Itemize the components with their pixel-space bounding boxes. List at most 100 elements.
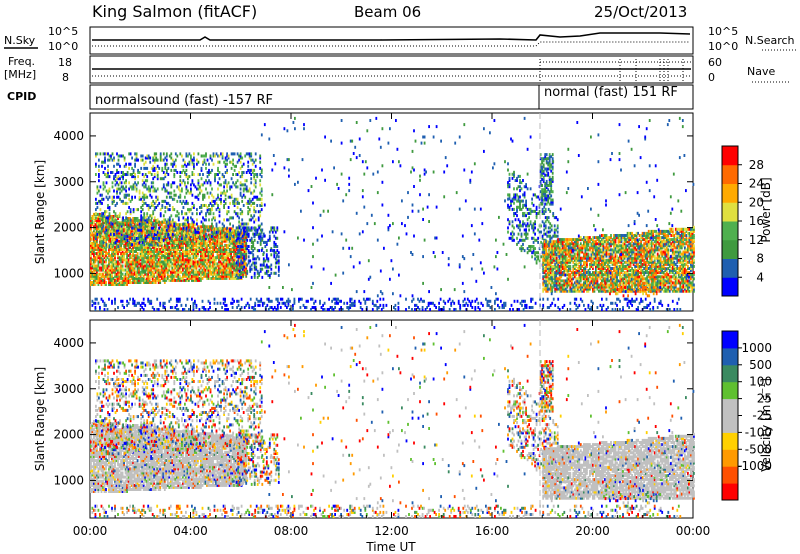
power-mark	[231, 231, 234, 235]
power-mark	[312, 281, 314, 285]
power-mark	[172, 262, 175, 266]
power-mark	[240, 241, 243, 245]
power-mark	[181, 154, 183, 158]
power-mark	[129, 152, 132, 156]
power-mark	[204, 270, 207, 274]
power-mark	[118, 262, 121, 266]
power-mark	[192, 252, 195, 256]
power-mark	[288, 263, 290, 267]
power-mark	[172, 231, 175, 235]
power-mark	[141, 235, 144, 239]
power-mark	[171, 229, 174, 233]
power-mark	[352, 265, 355, 269]
power-mark	[108, 274, 110, 278]
power-mark	[196, 218, 198, 222]
power-mark	[250, 181, 253, 185]
power-mark	[209, 181, 212, 185]
power-mark	[102, 181, 105, 185]
power-mark	[371, 299, 374, 303]
power-mark	[157, 250, 160, 253]
power-mark	[159, 301, 162, 305]
power-mark	[199, 173, 201, 176]
power-mark	[157, 245, 160, 249]
power-mark	[192, 268, 195, 272]
power-mark	[201, 254, 204, 258]
power-mark	[245, 274, 248, 278]
power-mark	[103, 217, 106, 220]
power-mark	[90, 248, 92, 251]
power-mark	[124, 262, 127, 266]
power-mark	[203, 274, 205, 278]
power-mark	[107, 220, 109, 224]
power-mark	[222, 237, 225, 241]
power-mark	[176, 241, 179, 245]
power-mark	[91, 223, 94, 227]
power-mark	[111, 225, 113, 229]
power-mark	[100, 274, 103, 278]
power-mark	[198, 250, 201, 253]
power-mark	[135, 245, 137, 249]
power-mark	[117, 276, 119, 280]
power-mark	[218, 234, 221, 238]
power-mark	[177, 258, 180, 262]
power-mark	[105, 274, 107, 278]
power-mark	[168, 208, 171, 212]
freq-label-2: [MHz]	[4, 68, 36, 81]
power-mark	[103, 219, 106, 223]
power-mark	[161, 204, 164, 207]
power-mark	[111, 270, 113, 274]
power-mark	[106, 272, 109, 276]
power-mark	[410, 170, 412, 174]
power-mark	[165, 266, 168, 270]
power-mark	[340, 119, 343, 122]
power-mark	[182, 260, 184, 264]
power-mark	[102, 250, 104, 253]
power-mark	[145, 262, 148, 266]
power-mark	[227, 256, 229, 260]
power-mark	[102, 229, 104, 233]
power-mark	[245, 185, 248, 189]
power-mark	[192, 223, 195, 227]
power-mark	[200, 266, 202, 270]
power-mark	[93, 237, 95, 241]
power-mark	[148, 256, 151, 260]
power-mark	[174, 266, 177, 270]
power-mark	[121, 272, 124, 276]
power-mark	[153, 219, 156, 223]
power-mark	[160, 254, 163, 258]
power-mark	[619, 299, 621, 303]
power-mark	[107, 237, 109, 240]
power-mark	[233, 264, 235, 268]
power-mark	[150, 229, 153, 233]
power-mark	[138, 281, 140, 284]
power-mark	[162, 264, 165, 268]
power-mark	[203, 272, 205, 276]
power-mark	[311, 297, 314, 301]
power-mark	[162, 250, 165, 253]
power-mark	[321, 234, 323, 238]
power-mark	[135, 224, 138, 228]
power-mark	[108, 252, 110, 256]
power-mark	[136, 217, 139, 220]
power-mark	[379, 145, 382, 149]
power-mark	[103, 215, 106, 218]
power-mark	[168, 278, 171, 282]
power-mark	[141, 278, 144, 282]
power-mark	[207, 258, 210, 262]
power-mark	[245, 243, 248, 247]
power-mark	[207, 233, 210, 237]
power-mark	[98, 173, 100, 176]
power-mark	[130, 266, 133, 270]
power-mark	[182, 256, 184, 260]
power-mark	[118, 250, 121, 253]
power-mark	[118, 235, 121, 239]
power-mark	[207, 272, 210, 276]
power-mark	[279, 306, 282, 309]
power-mark	[212, 195, 215, 199]
power-mark	[106, 276, 109, 280]
cpid-label: CPID	[7, 90, 36, 103]
power-mark	[139, 266, 142, 270]
power-mark	[93, 212, 95, 216]
power-mark	[322, 267, 325, 271]
power-mark	[186, 254, 189, 258]
